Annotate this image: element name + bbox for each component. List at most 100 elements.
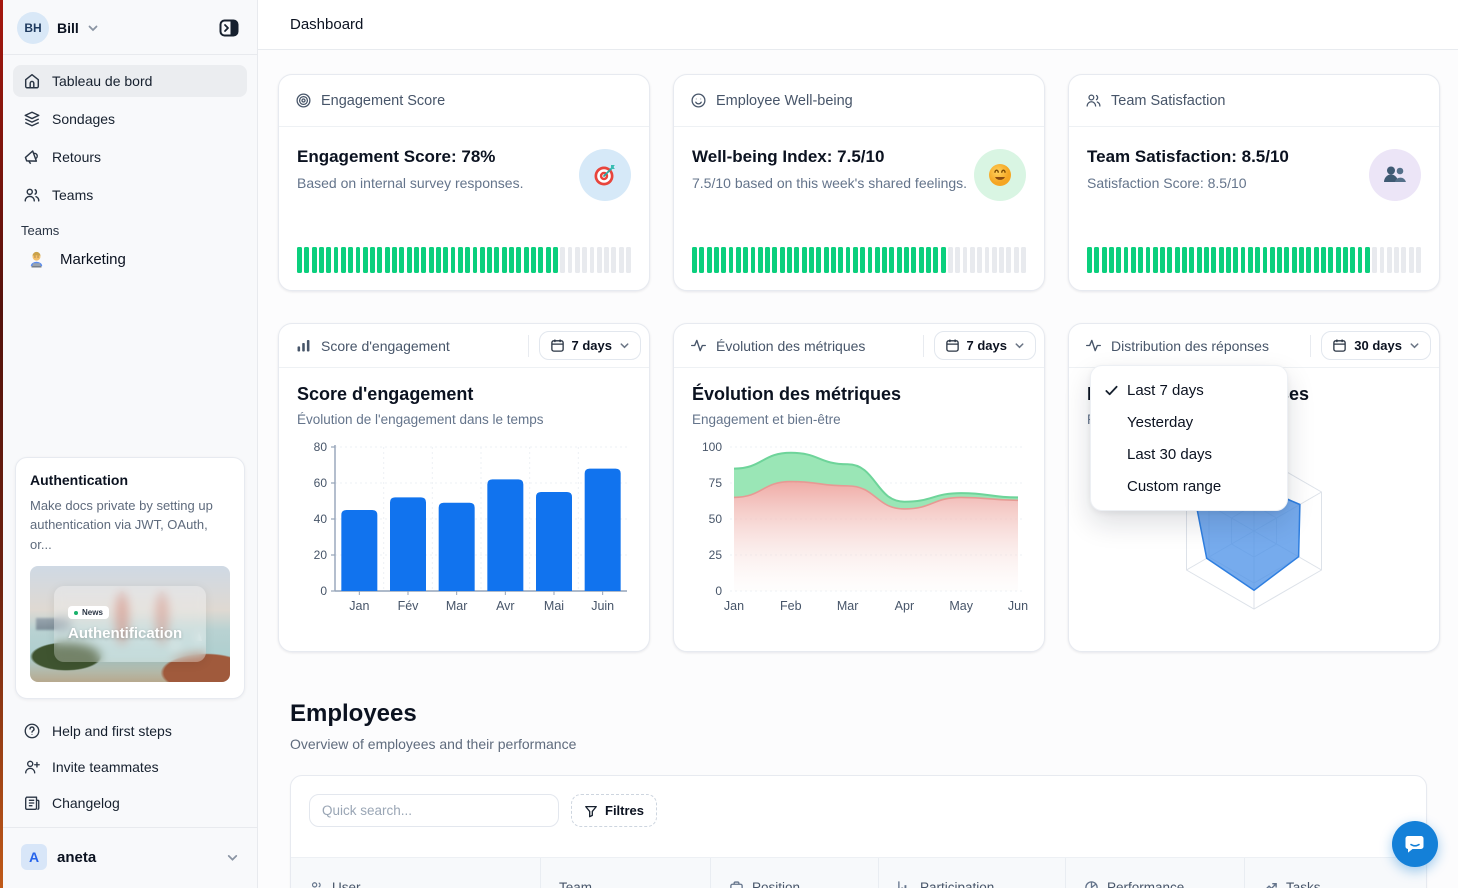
window-edge-strip	[0, 0, 3, 888]
collapse-sidebar-button[interactable]	[215, 14, 243, 42]
chevron-down-icon	[620, 343, 629, 349]
promo-image[interactable]: News Authentification	[30, 566, 230, 682]
svg-text:Avr: Avr	[496, 599, 515, 613]
sidebar-item-surveys[interactable]: Sondages	[13, 103, 247, 135]
svg-text:Apr: Apr	[895, 599, 914, 613]
stat-card-engagement: Engagement Score Engagement Score: 78% B…	[278, 74, 650, 291]
promo-card-authentication[interactable]: Authentication Make docs private by sett…	[15, 456, 245, 699]
busts-in-silhouette-emoji	[1369, 149, 1421, 201]
workspace-switcher[interactable]: A aneta	[13, 836, 247, 878]
news-dot-icon	[74, 610, 78, 615]
svg-text:40: 40	[314, 512, 328, 526]
user-name[interactable]: Bill	[57, 20, 79, 36]
sidebar-item-label: Help and first steps	[52, 723, 172, 739]
employees-section: Employees Overview of employees and thei…	[278, 700, 1440, 888]
sidebar-item-help[interactable]: Help and first steps	[13, 715, 247, 747]
sidebar-item-dashboard[interactable]: Tableau de bord	[13, 65, 247, 97]
technologist-emoji	[30, 251, 43, 268]
chat-launcher-button[interactable]	[1392, 821, 1438, 867]
svg-text:Mar: Mar	[837, 599, 859, 613]
column-header-tasks[interactable]: Tasks	[1245, 858, 1426, 888]
calendar-icon	[550, 339, 564, 352]
dart-target-emoji	[579, 149, 631, 201]
sidebar-item-label: Retours	[52, 149, 102, 165]
filters-button[interactable]: Filtres	[571, 794, 658, 827]
sidebar-item-team-marketing[interactable]: Marketing	[13, 242, 247, 277]
svg-text:Juin: Juin	[591, 599, 614, 613]
calendar-icon	[1333, 339, 1347, 352]
divider	[3, 54, 257, 55]
svg-text:May: May	[949, 599, 973, 613]
user-plus-icon	[25, 760, 40, 774]
date-range-button[interactable]: 7 days	[538, 331, 641, 360]
svg-text:50: 50	[709, 512, 723, 526]
svg-text:Mar: Mar	[446, 599, 468, 613]
stat-card-header: Team Satisfaction	[1111, 92, 1226, 109]
chart-title: Score d'engagement	[297, 384, 474, 404]
menu-item-last-7-days[interactable]: Last 7 days	[1091, 374, 1287, 406]
sidebar-item-feedback[interactable]: Retours	[13, 141, 247, 173]
stat-subtitle: 7.5/10 based on this week's shared feeli…	[692, 175, 968, 191]
column-header-performance[interactable]: Performance	[1066, 858, 1245, 888]
chevron-down-icon	[1015, 343, 1024, 349]
stat-card-satisfaction: Team Satisfaction Team Satisfaction: 8.5…	[1068, 74, 1440, 291]
column-header-user[interactable]: User	[291, 858, 541, 888]
smiley-icon	[691, 93, 706, 108]
activity-icon	[691, 339, 706, 352]
avatar[interactable]: BH	[17, 12, 49, 44]
chart-card-header: Distribution des réponses	[1111, 337, 1269, 354]
date-range-button[interactable]: 30 days	[1321, 331, 1431, 360]
menu-item-last-30-days[interactable]: Last 30 days	[1127, 445, 1213, 463]
sidebar-item-label: Invite teammates	[52, 759, 159, 775]
users-icon	[311, 882, 321, 888]
engagement-bar-chart: 0 20 40 60 80 Jan Fév Mar Avr Mai Juin	[297, 439, 631, 617]
column-header-team[interactable]: Team	[541, 858, 711, 888]
chart-card-header: Évolution des métriques	[716, 337, 866, 354]
chart-card-engagement-score: Score d'engagement 7 days Score d'engage…	[278, 323, 650, 652]
sidebar-item-teams[interactable]: Teams	[13, 179, 247, 211]
svg-text:60: 60	[314, 476, 328, 490]
search-input[interactable]	[309, 794, 559, 827]
topbar: Dashboard	[258, 0, 1458, 50]
sidebar-item-invite[interactable]: Invite teammates	[13, 751, 247, 783]
sidebar-item-changelog[interactable]: Changelog	[13, 787, 247, 819]
stat-card-wellbeing: Employee Well-being Well-being Index: 7.…	[673, 74, 1045, 291]
users-icon	[24, 188, 40, 202]
calendar-icon	[945, 339, 959, 352]
svg-text:25: 25	[709, 548, 723, 562]
smiling-face-emoji	[974, 149, 1026, 201]
panel-collapse-icon	[219, 19, 239, 37]
promo-image-caption: Authentification	[68, 625, 183, 642]
teams-section-label: Teams	[21, 223, 60, 238]
chat-bubble-icon	[1405, 836, 1424, 853]
chart-subtitle: Engagement et bien-être	[692, 412, 841, 427]
menu-item-custom-range[interactable]: Custom range	[1127, 477, 1222, 495]
bar-chart-icon	[898, 881, 907, 888]
progress-bar	[1087, 247, 1421, 273]
svg-text:Fév: Fév	[398, 599, 420, 613]
svg-text:75: 75	[709, 476, 723, 490]
briefcase-icon	[730, 881, 743, 888]
stat-title: Well-being Index: 7.5/10	[692, 147, 885, 166]
svg-text:80: 80	[314, 440, 328, 454]
column-header-participation[interactable]: Participation	[879, 858, 1066, 888]
date-range-button[interactable]: 7 days	[933, 331, 1036, 360]
menu-item-yesterday[interactable]: Yesterday	[1127, 413, 1194, 431]
svg-text:0: 0	[715, 584, 722, 598]
svg-text:Jun: Jun	[1008, 599, 1028, 613]
column-header-position[interactable]: Position	[711, 858, 879, 888]
section-subtitle: Overview of employees and their performa…	[290, 736, 577, 752]
stat-card-header: Employee Well-being	[716, 92, 853, 109]
progress-bar	[297, 247, 631, 273]
svg-text:Jan: Jan	[349, 599, 369, 613]
distribution-radar-chart	[1087, 429, 1421, 633]
metrics-area-chart: 0 25 50 75 100 Jan Feb Mar Apr May Jun	[692, 439, 1028, 617]
chevron-down-icon	[1410, 343, 1419, 349]
users-icon	[1086, 94, 1101, 107]
sidebar: BH Bill Tableau de bord Sondages Retours	[3, 0, 258, 888]
svg-text:Mai: Mai	[544, 599, 564, 613]
section-title: Employees	[290, 700, 417, 727]
stat-title: Engagement Score: 78%	[297, 147, 496, 166]
stat-title: Team Satisfaction: 8.5/10	[1087, 147, 1289, 166]
